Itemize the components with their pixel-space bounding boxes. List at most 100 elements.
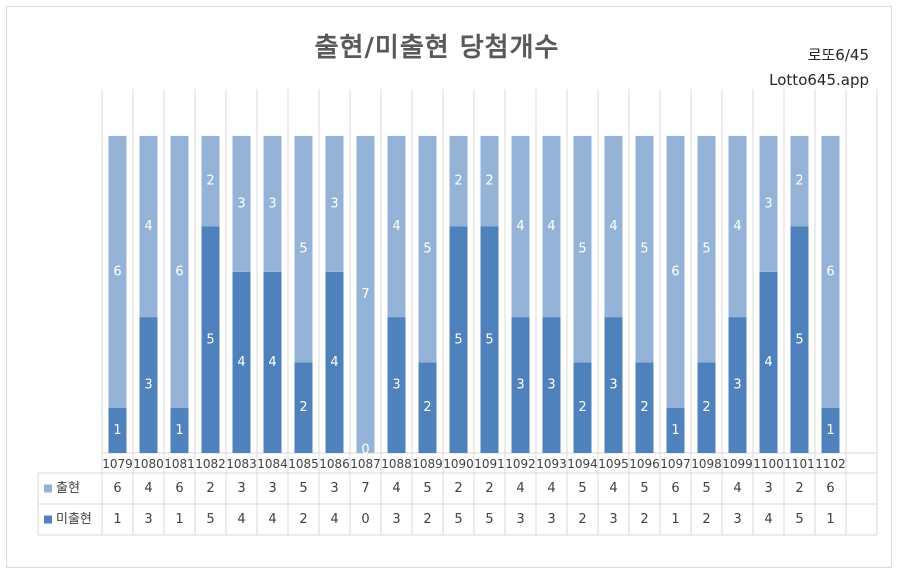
table-value-not-appeared: 1: [175, 512, 183, 527]
legend-swatch: [44, 484, 52, 493]
data-label-not-appeared: 4: [330, 355, 338, 370]
data-label-not-appeared: 2: [423, 400, 431, 415]
table-value-appeared: 6: [113, 481, 121, 496]
category-label: 1100: [753, 457, 784, 471]
bar-not-appeared: [170, 407, 189, 453]
table-value-appeared: 2: [795, 481, 803, 496]
category-label: 1095: [598, 457, 629, 471]
table-value-appeared: 3: [330, 481, 338, 496]
data-label-not-appeared: 4: [764, 355, 772, 370]
category-label: 1090: [443, 457, 474, 471]
table-value-appeared: 4: [733, 481, 741, 496]
bar-not-appeared: [294, 362, 313, 453]
bar-appeared: [325, 135, 344, 272]
data-label-not-appeared: 1: [175, 423, 183, 438]
data-label-appeared: 7: [361, 287, 369, 302]
data-label-not-appeared: 2: [578, 400, 586, 415]
category-label: 1080: [133, 457, 164, 471]
data-label-not-appeared: 3: [392, 378, 400, 393]
bar-appeared: [542, 135, 561, 318]
bar-appeared: [201, 135, 220, 227]
data-label-not-appeared: 2: [299, 400, 307, 415]
data-label-appeared: 4: [392, 219, 400, 234]
bar-not-appeared: [325, 271, 344, 453]
bar-not-appeared: [573, 362, 592, 453]
bar-not-appeared: [449, 226, 468, 453]
category-label: 1083: [226, 457, 257, 471]
category-label: 1091: [474, 457, 505, 471]
table-value-appeared: 4: [392, 481, 400, 496]
table-value-not-appeared: 3: [609, 512, 617, 527]
category-label: 1102: [815, 457, 846, 471]
bar-appeared: [697, 135, 716, 363]
category-label: 1096: [629, 457, 660, 471]
table-value-not-appeared: 4: [330, 512, 338, 527]
table-value-appeared: 4: [144, 481, 152, 496]
data-label-appeared: 5: [423, 242, 431, 257]
data-label-not-appeared: 5: [206, 332, 214, 347]
table-value-not-appeared: 5: [795, 512, 803, 527]
table-value-not-appeared: 2: [640, 512, 648, 527]
category-label: 1097: [660, 457, 691, 471]
bar-not-appeared: [790, 226, 809, 453]
data-label-appeared: 6: [113, 264, 121, 279]
data-label-appeared: 4: [516, 219, 524, 234]
table-value-appeared: 5: [299, 481, 307, 496]
bar-appeared: [759, 135, 778, 272]
data-label-not-appeared: 2: [702, 400, 710, 415]
category-label: 1082: [195, 457, 226, 471]
table-value-not-appeared: 1: [671, 512, 679, 527]
table-value-not-appeared: 2: [299, 512, 307, 527]
data-label-appeared: 5: [578, 242, 586, 257]
bar-not-appeared: [635, 362, 654, 453]
bar-not-appeared: [759, 271, 778, 453]
bar-appeared: [511, 135, 530, 318]
data-label-not-appeared: 5: [795, 332, 803, 347]
bar-appeared: [387, 135, 406, 318]
data-label-not-appeared: 1: [826, 423, 834, 438]
data-label-appeared: 6: [826, 264, 834, 279]
bar-not-appeared: [480, 226, 499, 453]
table-value-appeared: 7: [361, 481, 369, 496]
data-label-not-appeared: 3: [609, 378, 617, 393]
table-value-appeared: 6: [671, 481, 679, 496]
bar-not-appeared: [232, 271, 251, 453]
data-label-not-appeared: 2: [640, 400, 648, 415]
bar-not-appeared: [511, 317, 530, 453]
data-label-appeared: 3: [237, 196, 245, 211]
brand-line-1: 로또6/45: [807, 46, 869, 64]
bar-not-appeared: [201, 226, 220, 453]
data-label-not-appeared: 5: [454, 332, 462, 347]
data-label-not-appeared: 1: [113, 423, 121, 438]
data-label-appeared: 4: [609, 219, 617, 234]
bar-appeared: [294, 135, 313, 363]
category-label: 1101: [784, 457, 815, 471]
data-label-not-appeared: 4: [268, 355, 276, 370]
category-label: 1088: [381, 457, 412, 471]
brand-line-2: Lotto645.app: [769, 71, 869, 89]
data-label-appeared: 2: [454, 174, 462, 189]
bar-appeared: [263, 135, 282, 272]
table-value-not-appeared: 2: [702, 512, 710, 527]
bar-not-appeared: [666, 407, 685, 453]
bar-appeared: [356, 135, 375, 453]
data-label-not-appeared: 3: [144, 378, 152, 393]
legend-label: 출현: [56, 481, 80, 496]
bar-appeared: [573, 135, 592, 363]
data-label-appeared: 5: [702, 242, 710, 257]
bar-not-appeared: [139, 317, 158, 453]
data-label-not-appeared: 3: [547, 378, 555, 393]
table-value-not-appeared: 3: [516, 512, 524, 527]
category-label: 1086: [319, 457, 350, 471]
bar-appeared: [635, 135, 654, 363]
bar-not-appeared: [604, 317, 623, 453]
table-value-not-appeared: 5: [206, 512, 214, 527]
bar-not-appeared: [108, 407, 127, 453]
bar-not-appeared: [728, 317, 747, 453]
bar-not-appeared: [697, 362, 716, 453]
category-label: 1094: [567, 457, 598, 471]
table-value-not-appeared: 1: [826, 512, 834, 527]
data-label-not-appeared: 5: [485, 332, 493, 347]
bar-appeared: [821, 135, 840, 408]
